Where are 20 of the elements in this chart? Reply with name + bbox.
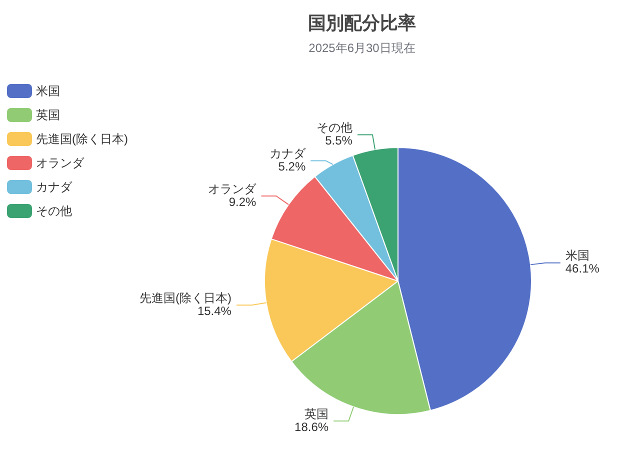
slice-label: 英国	[304, 406, 329, 421]
data-label: 18.6%	[294, 420, 329, 434]
legend-label: 英国	[36, 108, 60, 122]
legend-label: カナダ	[36, 180, 72, 194]
chart-subtitle: 2025年6月30日現在	[308, 41, 416, 55]
data-label: 46.1%	[565, 262, 600, 276]
legend-label: 米国	[36, 84, 60, 98]
legend-label: その他	[36, 204, 72, 218]
slice-label: カナダ	[270, 146, 307, 161]
legend-label: オランダ	[36, 156, 84, 170]
slice-label: オランダ	[208, 182, 258, 196]
slice-label: 先進国(除く日本)	[139, 290, 232, 305]
data-label: 15.4%	[197, 304, 232, 318]
data-label: 9.2%	[228, 194, 257, 209]
data-label: 5.5%	[325, 134, 353, 148]
slice-label: 米国	[565, 248, 590, 263]
legend-label: 先進国(除く日本)	[36, 132, 128, 146]
data-label: 5.2%	[278, 160, 306, 174]
slice-label: その他	[316, 120, 352, 135]
chart-title: 国別配分比率	[308, 13, 416, 33]
